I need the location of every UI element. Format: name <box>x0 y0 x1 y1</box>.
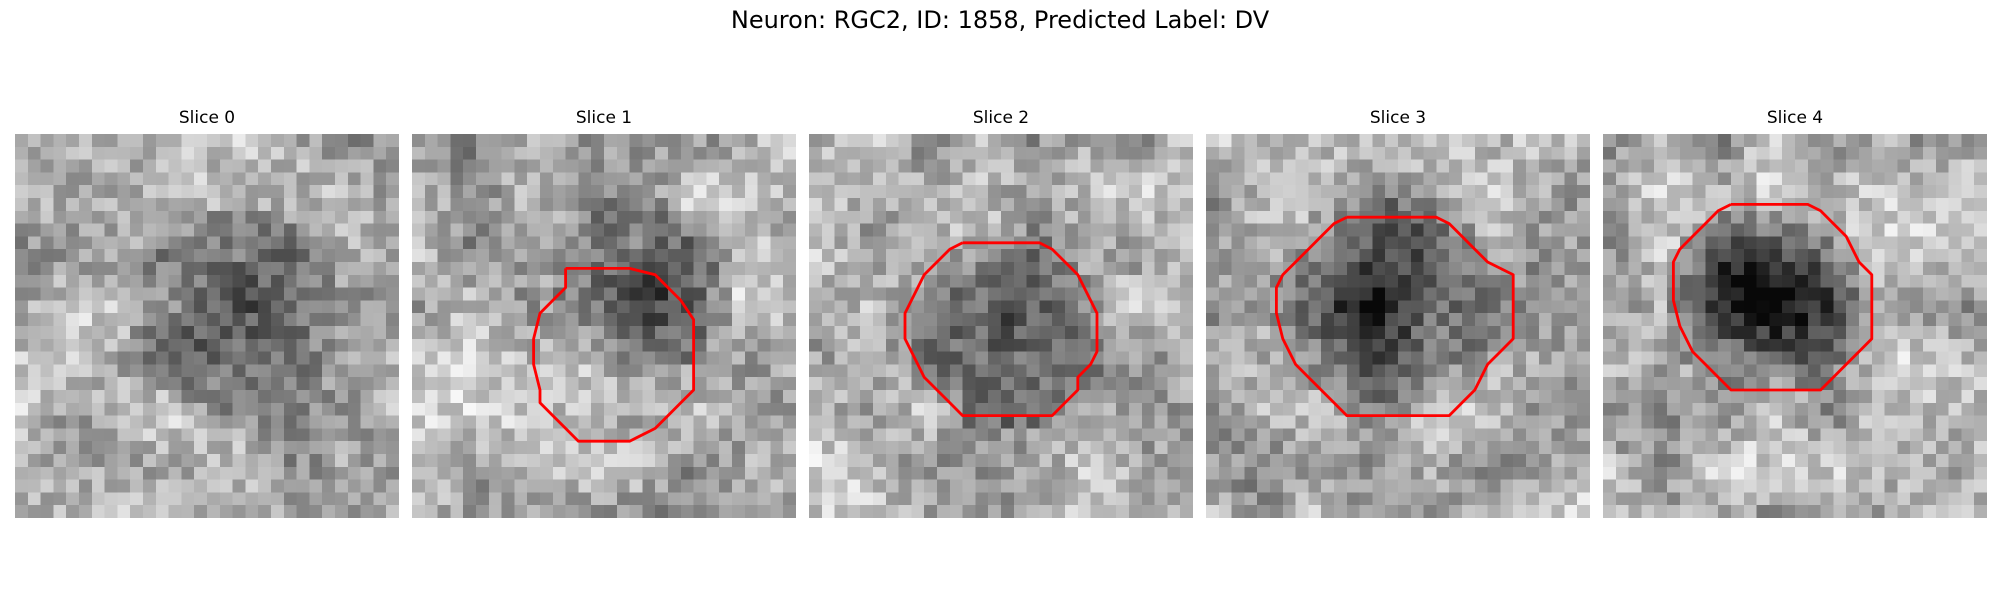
panel-title: Slice 2 <box>972 108 1030 128</box>
pixel-grid <box>1206 134 1590 518</box>
cell-contour <box>1671 202 1874 392</box>
panel-title: Slice 4 <box>1766 108 1824 128</box>
panel-slice-4: Slice 4 <box>1603 108 1987 520</box>
slice-image <box>15 134 399 518</box>
cell-contour <box>532 266 696 443</box>
panel-slice-3: Slice 3 <box>1206 108 1590 520</box>
cell-contour <box>1274 215 1515 418</box>
figure-title: Neuron: RGC2, ID: 1858, Predicted Label:… <box>730 6 1270 34</box>
panel-slice-1: Slice 1 <box>412 108 796 520</box>
panel-title: Slice 3 <box>1369 108 1427 128</box>
panel-slice-2: Slice 2 <box>809 108 1193 520</box>
pixel-grid <box>412 134 796 518</box>
slice-image <box>809 134 1193 518</box>
slice-image <box>1206 134 1590 518</box>
pixel-grid <box>809 134 1193 518</box>
cell-contour <box>903 241 1099 418</box>
pixel-grid <box>1603 134 1987 518</box>
slice-image <box>1603 134 1987 518</box>
slice-image <box>412 134 796 518</box>
panel-title: Slice 1 <box>575 108 633 128</box>
pixel-grid <box>15 134 399 518</box>
panel-slice-0: Slice 0 <box>15 108 399 520</box>
panel-title: Slice 0 <box>178 108 236 128</box>
